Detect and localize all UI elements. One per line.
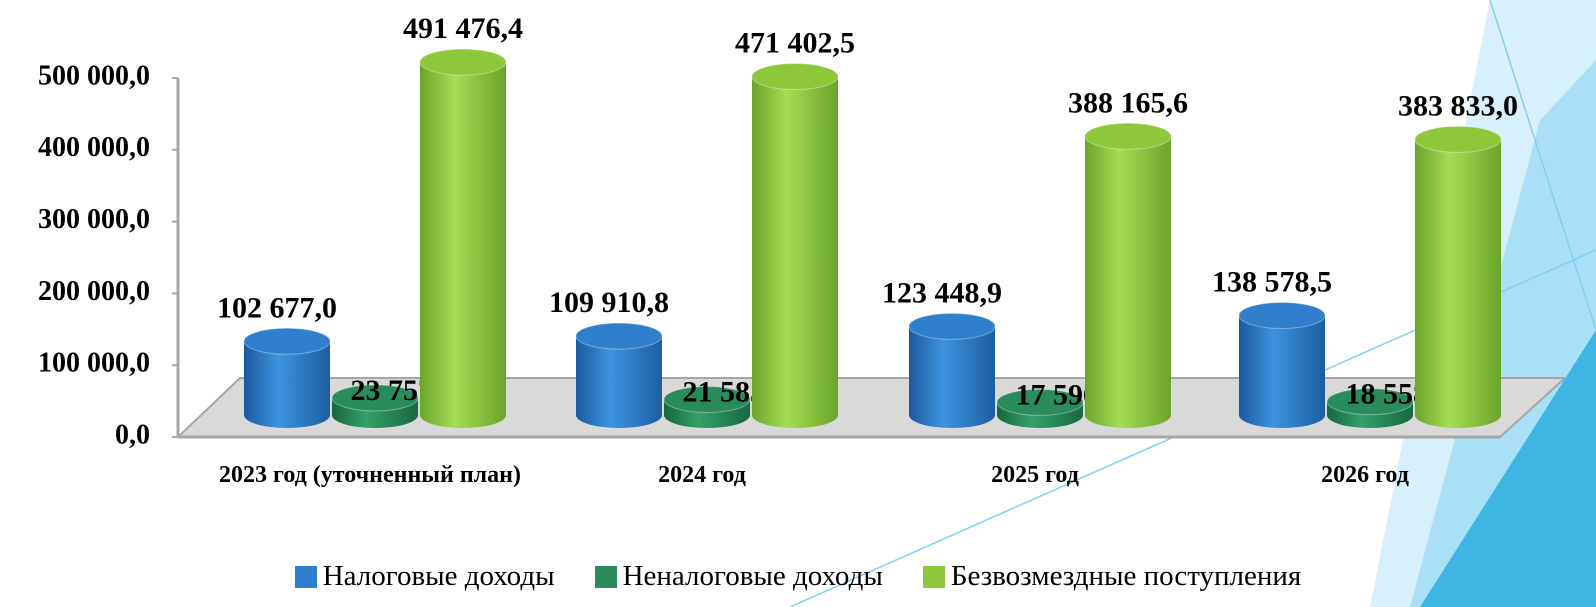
legend: Налоговые доходы Неналоговые доходы Безвоз… <box>0 560 1596 593</box>
value-label: 109 910,8 <box>549 286 669 319</box>
legend-item: Неналоговые доходы <box>594 560 883 593</box>
legend-label: Безвозмездные поступления <box>950 560 1302 592</box>
legend-label: Неналоговые доходы <box>622 560 883 592</box>
value-label: 138 578,5 <box>1212 266 1332 299</box>
x-tick-label: 2026 год <box>1321 462 1409 488</box>
bar-top <box>575 322 663 350</box>
bar-top <box>419 48 507 76</box>
y-tick-label: 300 000,0 <box>38 204 150 235</box>
x-tick-label: 2024 год <box>658 462 746 488</box>
y-tick-label: 400 000,0 <box>38 132 150 163</box>
y-tick-label: 100 000,0 <box>38 348 150 379</box>
bar-top <box>331 384 419 412</box>
bar-top <box>1238 302 1326 330</box>
legend-swatch <box>594 565 617 588</box>
value-label: 123 448,9 <box>882 276 1002 309</box>
legend-item: Налоговые доходы <box>294 560 555 593</box>
value-label: 388 165,6 <box>1068 86 1188 119</box>
value-label: 471 402,5 <box>735 27 855 60</box>
bar <box>1085 123 1171 428</box>
x-tick-label: 2023 год (уточненный план) <box>219 462 521 488</box>
value-label: 102 677,0 <box>217 291 337 324</box>
legend-label: Налоговые доходы <box>322 560 555 592</box>
bar <box>1415 126 1501 428</box>
y-tick-label: 0,0 <box>115 419 150 450</box>
bar-top <box>751 63 839 91</box>
bar-top <box>996 388 1084 416</box>
x-tick-label: 2025 год <box>991 462 1079 488</box>
legend-item: Безвозмездные поступления <box>922 560 1302 593</box>
bar-top <box>243 327 331 355</box>
legend-swatch <box>294 565 317 588</box>
value-label: 383 833,0 <box>1398 89 1518 122</box>
y-tick-label: 500 000,0 <box>38 60 150 91</box>
bar-top <box>1084 122 1172 150</box>
value-label: 491 476,4 <box>403 12 523 45</box>
bar <box>576 323 662 428</box>
bar <box>909 313 995 428</box>
bar <box>1239 302 1325 428</box>
bar-top <box>908 312 996 340</box>
bar <box>244 328 330 428</box>
bar-top <box>1414 125 1502 153</box>
bar <box>752 63 838 428</box>
bar-top <box>1326 388 1414 416</box>
bar <box>420 49 506 429</box>
y-tick-label: 200 000,0 <box>38 276 150 307</box>
bar-top <box>663 386 751 414</box>
legend-swatch <box>922 565 945 588</box>
